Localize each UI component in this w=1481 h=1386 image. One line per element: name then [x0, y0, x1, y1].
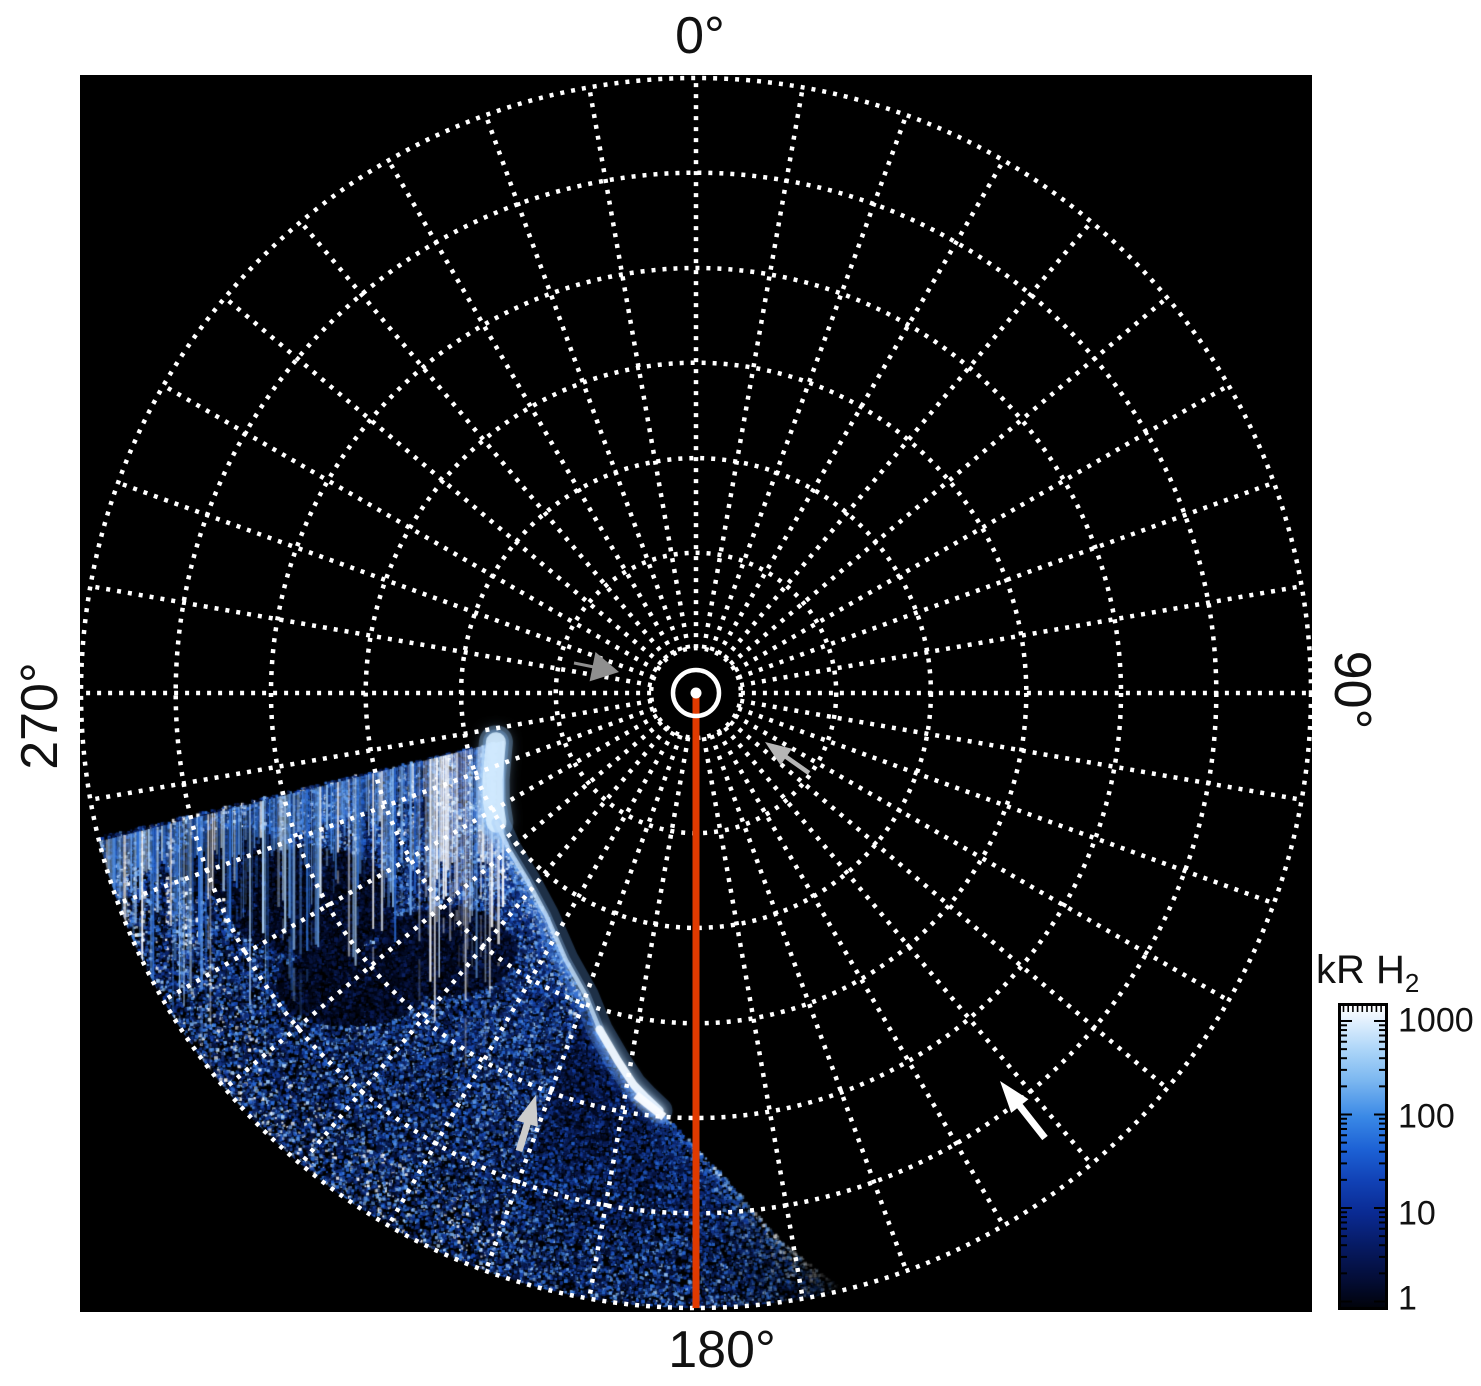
grid-spoke	[586, 736, 691, 1300]
grid-spoke	[298, 725, 669, 1166]
arrow-on-emission-tail	[515, 1118, 532, 1153]
angle-label-270: 270°	[11, 662, 69, 770]
angle-label-90: 90°	[1323, 650, 1381, 730]
grid-spoke	[733, 713, 1230, 1003]
arrow-inner-upper-left-head	[589, 651, 619, 682]
grid-spoke	[117, 706, 655, 906]
grid-spoke	[716, 159, 1006, 656]
arrow-on-emission-head	[516, 1095, 538, 1127]
grid-spoke	[739, 583, 1303, 688]
grid-circle	[78, 75, 1314, 1311]
colorbar-title: kR H2	[1316, 948, 1419, 999]
grid-spoke	[586, 86, 691, 650]
colorbar-ticks	[1341, 1006, 1385, 1303]
colorbar-title-sub: 2	[1404, 968, 1420, 998]
arrow-inner-lower-right	[765, 742, 811, 775]
colorbar-tick-100: 100	[1398, 1097, 1455, 1136]
arrow-inner-upper-left	[573, 651, 619, 682]
arrow-lower-right-head	[1000, 1081, 1029, 1113]
arrow-inner-lower-right-head	[765, 742, 793, 766]
grid-spoke	[737, 706, 1275, 906]
center-dot	[690, 687, 702, 699]
grid-spoke	[483, 734, 683, 1272]
grid-spoke	[709, 734, 909, 1272]
arrow-on-emission	[515, 1095, 538, 1153]
grid-spoke	[723, 220, 1094, 661]
grid-spoke	[223, 295, 664, 666]
grid-spoke	[716, 730, 1006, 1227]
arrow-inner-lower-right-tail	[781, 752, 811, 775]
grid-spoke	[386, 159, 676, 656]
grid-circle	[268, 265, 1124, 1121]
grid-spoke	[162, 383, 659, 673]
colorbar-tick-1: 1	[1398, 1279, 1417, 1318]
grid-spoke	[728, 295, 1169, 666]
center-marker	[670, 667, 722, 719]
grid-spoke	[89, 583, 653, 688]
grid-spoke	[737, 480, 1275, 680]
colorbar	[1338, 1003, 1388, 1310]
arrow-lower-right-tail	[1014, 1100, 1048, 1141]
angle-label-0: 0°	[675, 7, 725, 65]
grid-spoke	[386, 730, 676, 1227]
grid-spoke	[733, 383, 1230, 673]
grid-spoke	[701, 86, 806, 650]
grid-spoke	[298, 220, 669, 661]
colorbar-tick-10: 10	[1398, 1194, 1436, 1233]
angle-label-180: 180°	[668, 1321, 776, 1379]
grid-spoke	[723, 725, 1094, 1166]
colorbar-tick-1000: 1000	[1398, 1001, 1474, 1040]
grid-spoke	[223, 720, 664, 1091]
grid-spoke	[117, 480, 655, 680]
arrow-lower-right	[1000, 1081, 1048, 1141]
grid-spoke	[483, 114, 683, 652]
grid-spoke	[89, 698, 653, 803]
grid-spoke	[162, 713, 659, 1003]
grid-spoke	[728, 720, 1169, 1091]
grid-spoke	[701, 736, 806, 1300]
colorbar-title-main: kR H	[1316, 948, 1405, 992]
grid-spoke	[739, 698, 1303, 803]
annotation-arrows	[515, 651, 1048, 1153]
grid-spoke	[709, 114, 909, 652]
center-ring	[670, 667, 722, 719]
